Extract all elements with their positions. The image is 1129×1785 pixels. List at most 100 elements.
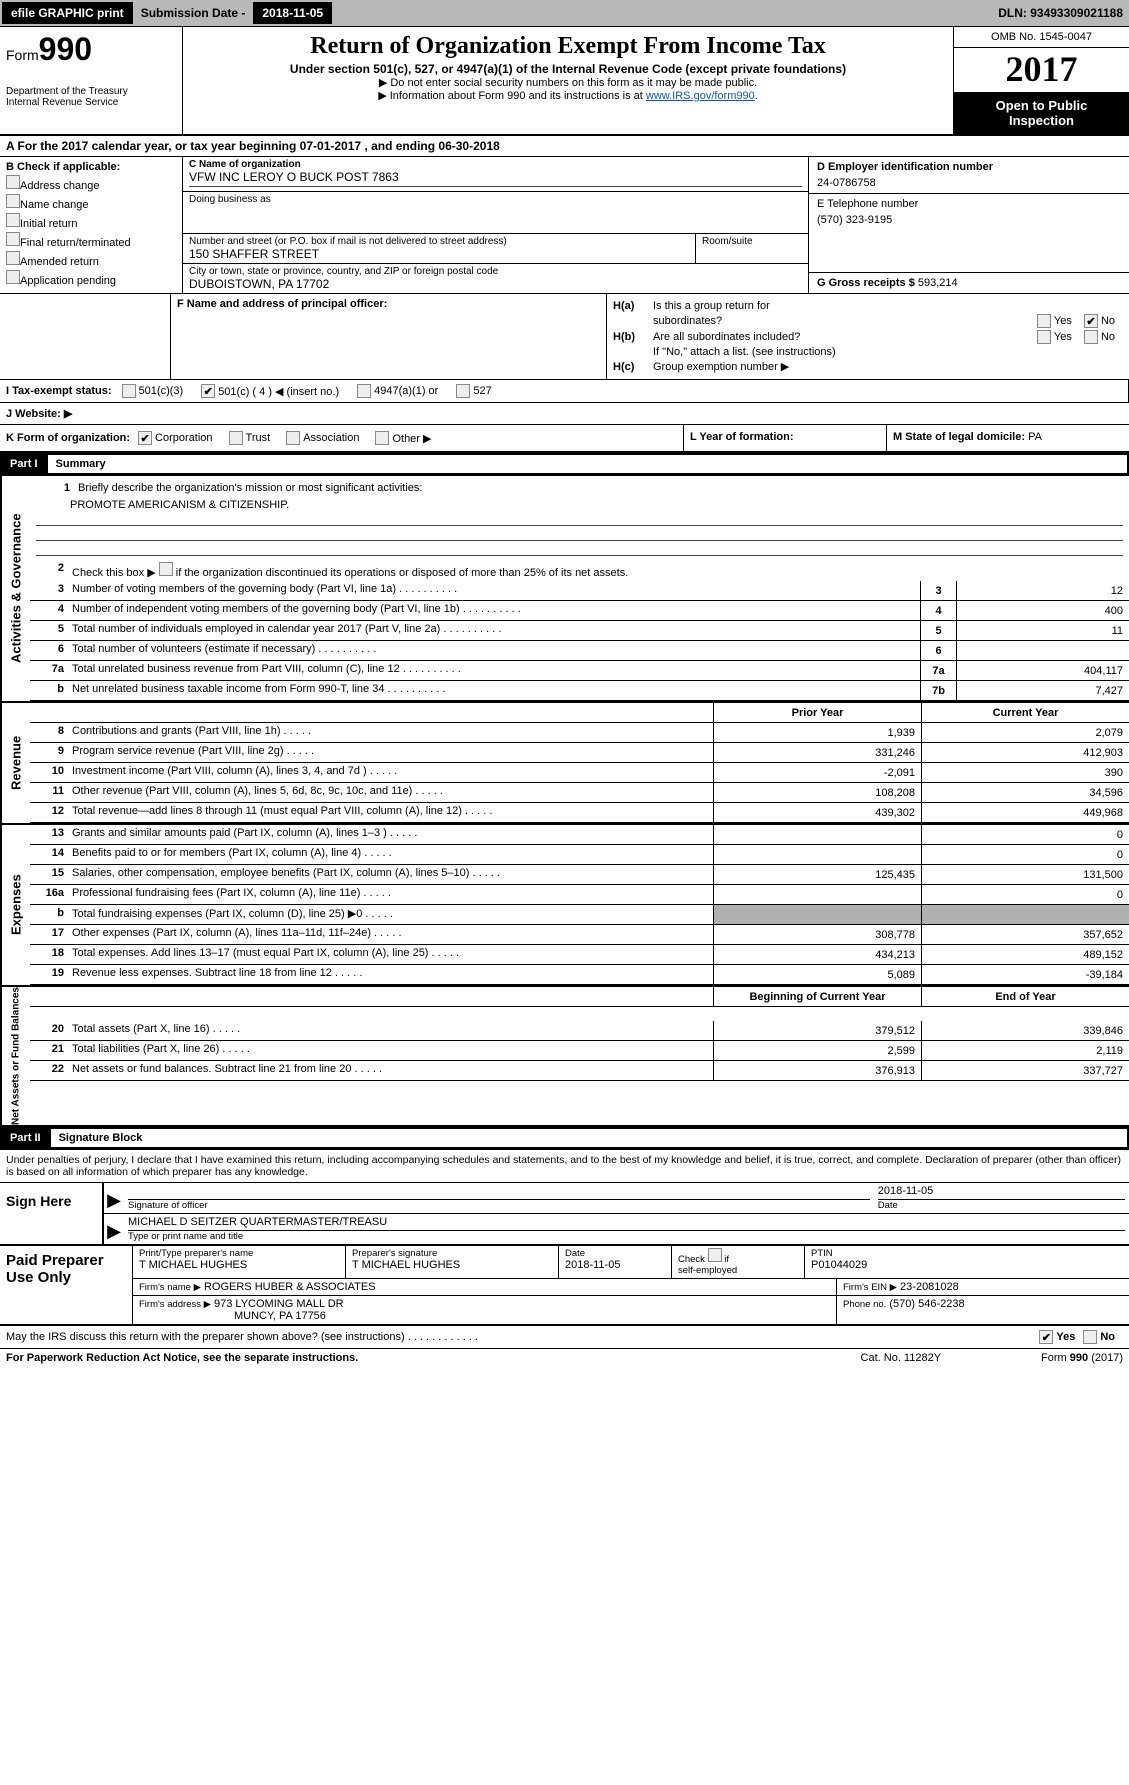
summary-row: 5 Total number of individuals employed i… <box>30 621 1129 641</box>
summary-row: 22 Net assets or fund balances. Subtract… <box>30 1061 1129 1081</box>
side-tab-net-assets: Net Assets or Fund Balances <box>0 987 30 1125</box>
firm-address: 973 LYCOMING MALL DR <box>214 1298 344 1310</box>
summary-row: b Total fundraising expenses (Part IX, c… <box>30 905 1129 925</box>
section-deg: D Employer identification number 24-0786… <box>809 157 1129 293</box>
street-value: 150 SHAFFER STREET <box>189 247 689 261</box>
summary-row: b Net unrelated business taxable income … <box>30 681 1129 701</box>
side-tab-expenses: Expenses <box>0 825 30 985</box>
header-center: Return of Organization Exempt From Incom… <box>183 27 953 134</box>
summary-row: 3 Number of voting members of the govern… <box>30 581 1129 601</box>
summary-row: 11 Other revenue (Part VIII, column (A),… <box>30 783 1129 803</box>
preparer-date: 2018-11-05 <box>565 1259 665 1271</box>
header-right: OMB No. 1545-0047 2017 Open to PublicIns… <box>953 27 1129 134</box>
chk-501c3[interactable]: 501(c)(3) <box>122 384 184 398</box>
discuss-with-preparer: May the IRS discuss this return with the… <box>0 1326 1129 1348</box>
arrow-icon: ▶ <box>104 1214 124 1244</box>
paid-preparer-label: Paid Preparer Use Only <box>0 1246 133 1324</box>
gross-receipts-value: 593,214 <box>918 277 958 289</box>
chk-address-change[interactable]: Address change <box>6 175 176 192</box>
summary-row: 9 Program service revenue (Part VIII, li… <box>30 743 1129 763</box>
officer-name: MICHAEL D SEITZER QUARTERMASTER/TREASU <box>128 1216 1125 1231</box>
chk-501c[interactable]: 501(c) ( 4 ) ◀ (insert no.) <box>201 384 339 398</box>
expenses-section: Expenses 13 Grants and similar amounts p… <box>0 825 1129 987</box>
paid-preparer-block: Paid Preparer Use Only Print/Type prepar… <box>0 1246 1129 1326</box>
efile-topbar: efile GRAPHIC print Submission Date - 20… <box>0 0 1129 27</box>
efile-print-btn[interactable]: efile GRAPHIC print <box>2 2 133 24</box>
chk-self-employed[interactable] <box>708 1248 722 1262</box>
part-i-header: Part I Summary <box>0 453 1129 475</box>
sig-officer-label: Signature of officer <box>128 1200 870 1211</box>
chk-name-change[interactable]: Name change <box>6 194 176 211</box>
website-label: J Website: ▶ <box>6 407 72 420</box>
chk-corporation[interactable]: Corporation <box>138 431 212 445</box>
summary-row: 4 Number of independent voting members o… <box>30 601 1129 621</box>
section-l: L Year of formation: <box>684 425 887 451</box>
form-word: Form <box>6 47 39 63</box>
form-header: Form990 Department of the Treasury Inter… <box>0 27 1129 136</box>
section-c: C Name of organization VFW INC LEROY O B… <box>183 157 809 293</box>
summary-row: 18 Total expenses. Add lines 13–17 (must… <box>30 945 1129 965</box>
preparer-name: T MICHAEL HUGHES <box>139 1259 339 1271</box>
officer-name-label: Type or print name and title <box>128 1231 1125 1242</box>
form-org-label: K Form of organization: <box>6 432 130 444</box>
paperwork-notice: For Paperwork Reduction Act Notice, see … <box>6 1352 861 1364</box>
city-label: City or town, state or province, country… <box>189 266 802 277</box>
chk-discuss-no[interactable]: No <box>1083 1330 1115 1344</box>
omb-number: OMB No. 1545-0047 <box>954 27 1129 48</box>
firm-phone: (570) 546-2238 <box>889 1298 964 1310</box>
dba-label: Doing business as <box>189 194 802 205</box>
dept-treasury: Department of the Treasury <box>6 86 176 97</box>
chk-hb-no[interactable]: No <box>1084 330 1115 344</box>
chk-initial-return[interactable]: Initial return <box>6 213 176 230</box>
header-left: Form990 Department of the Treasury Inter… <box>0 27 183 134</box>
note-ssn: ▶ Do not enter social security numbers o… <box>189 76 947 89</box>
chk-ha-yes[interactable]: Yes <box>1037 314 1072 328</box>
phone-label: E Telephone number <box>817 198 1121 210</box>
col-current-year: Current Year <box>921 703 1129 722</box>
room-suite-label: Room/suite <box>696 234 808 263</box>
tax-exempt-label: I Tax-exempt status: <box>6 385 112 397</box>
sign-here-label: Sign Here <box>0 1183 104 1244</box>
line2-text: Check this box ▶ if the organization dis… <box>68 560 1129 581</box>
chk-527[interactable]: 527 <box>456 384 491 398</box>
summary-row: 16a Professional fundraising fees (Part … <box>30 885 1129 905</box>
chk-discontinued[interactable] <box>159 562 173 576</box>
summary-row: 14 Benefits paid to or for members (Part… <box>30 845 1129 865</box>
irs-label: Internal Revenue Service <box>6 97 176 108</box>
arrow-icon: ▶ <box>104 1183 124 1213</box>
tax-year: 2017 <box>954 48 1129 92</box>
h-note: If "No," attach a list. (see instruction… <box>653 346 1123 358</box>
chk-application-pending[interactable]: Application pending <box>6 270 176 287</box>
chk-other[interactable]: Other ▶ <box>375 431 431 445</box>
form-number: 990 <box>39 31 92 67</box>
summary-row: 17 Other expenses (Part IX, column (A), … <box>30 925 1129 945</box>
ein-value: 24-0786758 <box>817 177 1121 189</box>
chk-ha-no[interactable]: No <box>1084 314 1115 328</box>
summary-row: 8 Contributions and grants (Part VIII, l… <box>30 723 1129 743</box>
chk-final-return[interactable]: Final return/terminated <box>6 232 176 249</box>
chk-amended-return[interactable]: Amended return <box>6 251 176 268</box>
org-name: VFW INC LEROY O BUCK POST 7863 <box>189 170 802 184</box>
activities-governance-section: Activities & Governance 1 Briefly descri… <box>0 476 1129 703</box>
chk-discuss-yes[interactable]: Yes <box>1039 1330 1075 1344</box>
summary-row: 10 Investment income (Part VIII, column … <box>30 763 1129 783</box>
ein-label: D Employer identification number <box>817 161 1121 173</box>
chk-hb-yes[interactable]: Yes <box>1037 330 1072 344</box>
irs-link[interactable]: www.IRS.gov/form990 <box>646 90 755 102</box>
mission-text: PROMOTE AMERICANISM & CITIZENSHIP. <box>36 499 1123 511</box>
preparer-signature: T MICHAEL HUGHES <box>352 1259 552 1271</box>
net-assets-section: Net Assets or Fund Balances Beginning of… <box>0 987 1129 1127</box>
summary-row: 19 Revenue less expenses. Subtract line … <box>30 965 1129 985</box>
chk-trust[interactable]: Trust <box>229 431 271 445</box>
row-fh: F Name and address of principal officer:… <box>0 294 1129 380</box>
chk-4947[interactable]: 4947(a)(1) or <box>357 384 438 398</box>
sig-date-label: Date <box>878 1200 1125 1211</box>
principal-officer-label: F Name and address of principal officer: <box>177 298 387 310</box>
section-k: K Form of organization: Corporation Trus… <box>0 425 684 451</box>
side-tab-governance: Activities & Governance <box>0 476 30 701</box>
h-a-label: H(a) <box>613 300 653 312</box>
org-name-label: C Name of organization <box>189 159 802 170</box>
section-a-tax-year: A For the 2017 calendar year, or tax yea… <box>0 136 1129 157</box>
block-bcdeg: B Check if applicable: Address change Na… <box>0 157 1129 294</box>
chk-association[interactable]: Association <box>286 431 359 445</box>
